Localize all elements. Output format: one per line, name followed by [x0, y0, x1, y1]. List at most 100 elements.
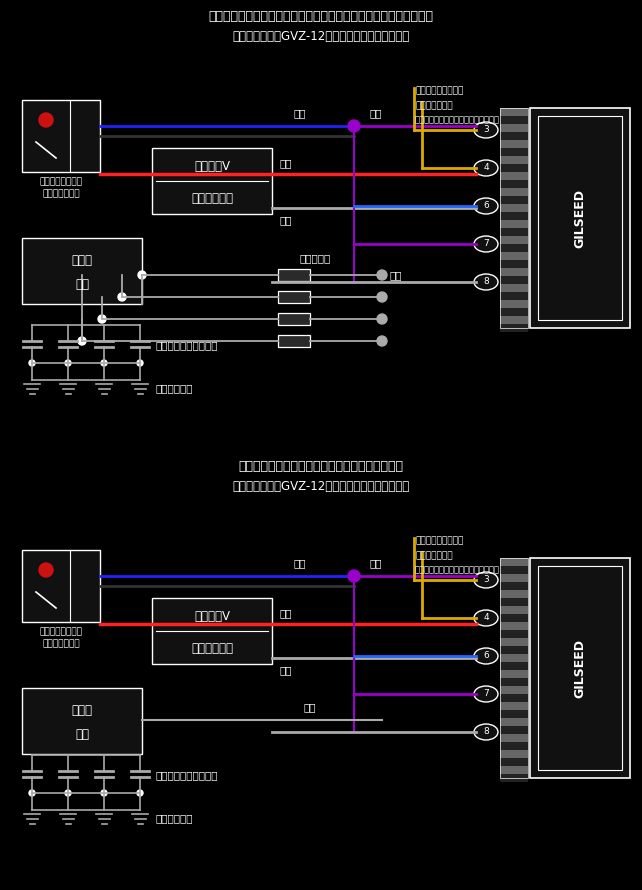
Bar — [500, 204, 528, 212]
Bar — [500, 276, 528, 284]
Bar — [500, 148, 528, 156]
Text: 車両側: 車両側 — [71, 703, 92, 716]
Text: センサーユニット
（オプション）: センサーユニット （オプション） — [40, 627, 83, 649]
Bar — [500, 180, 528, 188]
Text: 常時１２V: 常時１２V — [194, 159, 230, 173]
Text: 常時１２V: 常時１２V — [194, 610, 230, 622]
Bar — [500, 244, 528, 252]
Text: ドアカーテンスイッチ: ドアカーテンスイッチ — [156, 770, 218, 780]
Text: 回路: 回路 — [75, 278, 89, 290]
Bar — [500, 132, 528, 140]
Bar — [500, 582, 528, 590]
Bar — [22, 238, 142, 304]
Bar — [530, 108, 630, 328]
Circle shape — [65, 790, 71, 796]
Text: オプションの「GVZ-12」をお買い求めください。: オプションの「GVZ-12」をお買い求めください。 — [232, 29, 410, 43]
Ellipse shape — [474, 724, 498, 740]
Bar — [500, 766, 528, 774]
Bar — [500, 614, 528, 622]
Text: 4: 4 — [483, 613, 489, 622]
Bar — [500, 654, 528, 662]
Circle shape — [377, 336, 387, 346]
Text: 8: 8 — [483, 727, 489, 737]
Bar — [500, 108, 528, 116]
Bar — [500, 140, 528, 148]
Text: 赤色: 赤色 — [280, 158, 293, 168]
Bar — [500, 308, 528, 316]
Bar — [500, 774, 528, 782]
Bar — [500, 662, 528, 670]
Bar — [500, 124, 528, 132]
Text: 灰色: 灰色 — [390, 270, 403, 280]
Circle shape — [377, 292, 387, 302]
Text: ドアカーテンスイッチ: ドアカーテンスイッチ — [156, 340, 218, 350]
Bar — [500, 566, 528, 574]
Text: 3: 3 — [483, 125, 489, 134]
Text: ダイオード: ダイオード — [299, 253, 331, 263]
Text: 車両側: 車両側 — [71, 254, 92, 266]
Bar — [500, 726, 528, 734]
Bar — [22, 550, 100, 622]
Text: 車両のロックへ: 車両のロックへ — [415, 101, 453, 110]
Bar — [500, 172, 528, 180]
Text: ボディアース: ボディアース — [156, 813, 193, 823]
Ellipse shape — [474, 122, 498, 138]
Circle shape — [138, 271, 146, 279]
Circle shape — [348, 570, 360, 582]
Bar — [500, 718, 528, 726]
Bar — [152, 598, 272, 664]
Text: 車両のロックへ: 車両のロックへ — [415, 552, 453, 561]
Circle shape — [29, 790, 35, 796]
Bar — [500, 638, 528, 646]
Bar — [500, 622, 528, 630]
Text: 黒色: 黒色 — [280, 665, 293, 675]
Bar — [500, 292, 528, 300]
Circle shape — [65, 360, 71, 366]
Text: GILSEED: GILSEED — [573, 638, 587, 698]
Bar — [500, 646, 528, 654]
Text: 7: 7 — [483, 690, 489, 699]
Bar — [500, 228, 528, 236]
Text: 6: 6 — [483, 651, 489, 660]
Circle shape — [348, 120, 360, 132]
Bar — [500, 694, 528, 702]
Text: 4: 4 — [483, 164, 489, 173]
Text: ボディアース: ボディアース — [191, 191, 233, 205]
Bar — [500, 164, 528, 172]
Bar — [500, 630, 528, 638]
Bar — [22, 100, 100, 172]
Bar — [500, 188, 528, 196]
Text: 【ドアスイッチが独立してコンピューターに接続されている車種】: 【ドアスイッチが独立してコンピューターに接続されている車種】 — [209, 10, 433, 22]
Bar — [530, 558, 630, 778]
Text: GILSEED: GILSEED — [573, 189, 587, 247]
Bar — [152, 148, 272, 214]
Text: 回路: 回路 — [75, 727, 89, 740]
Ellipse shape — [474, 274, 498, 290]
Bar — [500, 678, 528, 686]
Text: 車両のアンロックへ: 車両のアンロックへ — [415, 537, 464, 546]
Text: 8: 8 — [483, 278, 489, 287]
Circle shape — [39, 113, 53, 127]
Bar — [500, 212, 528, 220]
Text: センサーユニット
（オプション）: センサーユニット （オプション） — [40, 177, 83, 198]
Ellipse shape — [474, 648, 498, 664]
Bar — [278, 291, 310, 303]
Bar — [500, 598, 528, 606]
Circle shape — [137, 790, 143, 796]
Circle shape — [29, 360, 35, 366]
Bar — [500, 108, 528, 328]
Text: 3: 3 — [483, 576, 489, 585]
Bar — [500, 742, 528, 750]
Bar — [500, 574, 528, 582]
Bar — [500, 116, 528, 124]
Text: オプションの「GVZ-12」をお買い求めください。: オプションの「GVZ-12」をお買い求めください。 — [232, 480, 410, 492]
Bar — [500, 156, 528, 164]
Bar — [500, 686, 528, 694]
Bar — [500, 606, 528, 614]
Ellipse shape — [474, 160, 498, 176]
Text: ボディアース: ボディアース — [156, 383, 193, 393]
Bar — [538, 116, 622, 320]
Bar — [500, 300, 528, 308]
Bar — [278, 335, 310, 347]
Circle shape — [101, 360, 107, 366]
